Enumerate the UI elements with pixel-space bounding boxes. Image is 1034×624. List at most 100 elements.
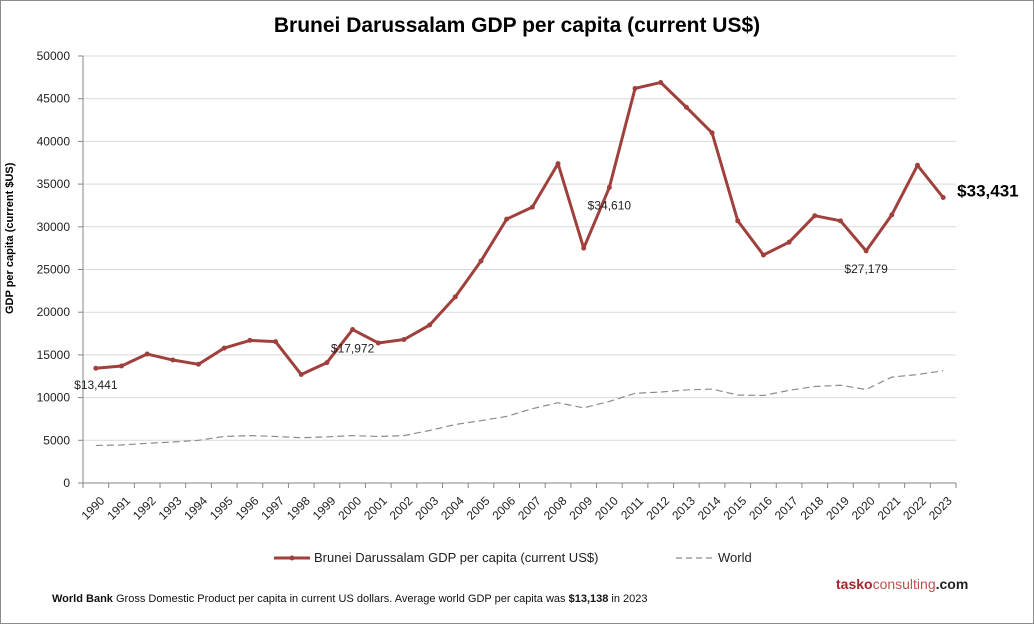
data-point-brunei	[144, 351, 150, 357]
x-tick-label: 2023	[926, 494, 955, 523]
legend-label-brunei: Brunei Darussalam GDP per capita (curren…	[314, 550, 599, 565]
x-tick-label: 2005	[464, 494, 493, 523]
data-point-brunei	[914, 162, 920, 168]
brand-watermark: taskoconsulting.com	[836, 576, 969, 592]
annotation-label-latest: $33,431	[957, 181, 1018, 200]
x-tick-label: 2019	[823, 494, 852, 523]
x-tick-label: 2008	[541, 494, 570, 523]
x-tick-label: 2017	[772, 494, 801, 523]
data-point-brunei	[247, 337, 253, 343]
x-tick-label: 1990	[79, 494, 108, 523]
data-point-brunei	[863, 248, 869, 254]
data-point-brunei	[837, 218, 843, 224]
data-point-brunei	[221, 345, 227, 351]
annotation-label: $27,179	[844, 262, 888, 276]
data-point-brunei	[196, 361, 202, 367]
footer-text: Gross Domestic Product per capita in cur…	[112, 593, 569, 605]
footer-tail: in 2023	[608, 593, 648, 605]
x-tick-label: 1993	[156, 494, 185, 523]
y-tick-label: 50000	[37, 49, 71, 63]
data-point-brunei	[119, 363, 125, 369]
x-tick-label: 2006	[489, 494, 518, 523]
data-point-brunei	[632, 85, 638, 91]
data-point-brunei	[581, 245, 587, 251]
data-point-brunei	[324, 360, 330, 366]
data-point-brunei	[170, 357, 176, 363]
data-point-brunei	[427, 322, 433, 328]
chart-title: Brunei Darussalam GDP per capita (curren…	[273, 14, 761, 37]
data-point-brunei	[452, 294, 458, 300]
y-tick-label: 30000	[37, 220, 71, 234]
y-tick-label: 40000	[37, 134, 71, 148]
x-tick-label: 1991	[104, 494, 133, 523]
data-point-brunei	[940, 194, 946, 200]
x-tick-label: 2007	[515, 494, 544, 523]
legend-swatch-brunei	[274, 555, 310, 560]
x-tick-label: 1995	[207, 494, 236, 523]
data-point-brunei	[735, 218, 741, 224]
data-point-brunei	[812, 213, 818, 219]
annotation-label: $13,441	[74, 378, 118, 392]
y-tick-label: 35000	[37, 177, 71, 191]
x-tick-label: 2022	[900, 494, 929, 523]
data-point-brunei	[350, 327, 356, 333]
legend-swatch-world	[676, 556, 714, 559]
annotation-label: $17,972	[331, 342, 375, 356]
legend-item-world[interactable]: World	[676, 550, 752, 565]
y-tick-label: 10000	[37, 391, 71, 405]
x-tick-label: 2012	[644, 494, 673, 523]
footer-source: World Bank	[52, 593, 113, 605]
data-point-brunei	[889, 212, 895, 218]
annotation-label: $34,610	[588, 198, 632, 212]
data-point-brunei	[760, 252, 766, 258]
data-point-brunei	[709, 130, 715, 136]
series-line-world	[95, 370, 944, 447]
x-tick-label: 2014	[695, 494, 724, 523]
data-point-brunei	[504, 216, 510, 222]
data-point-brunei	[273, 339, 279, 345]
x-tick-label: 2016	[746, 494, 775, 523]
x-tick-label: 2013	[669, 494, 698, 523]
x-tick-label: 2020	[849, 494, 878, 523]
x-tick-label: 1992	[130, 494, 159, 523]
x-tick-label: 2002	[387, 494, 416, 523]
x-tick-label: 2015	[721, 494, 750, 523]
legend-label-world: World	[718, 550, 752, 565]
y-tick-label: 5000	[43, 433, 70, 447]
x-tick-label: 2009	[566, 494, 595, 523]
data-point-brunei	[683, 104, 689, 110]
y-tick-label: 45000	[37, 92, 71, 106]
x-tick-label: 2004	[438, 494, 467, 523]
data-point-brunei	[375, 340, 381, 346]
x-tick-label: 1998	[284, 494, 313, 523]
y-tick-label: 20000	[37, 305, 71, 319]
y-tick-label: 25000	[37, 263, 71, 277]
x-tick-label: 2021	[875, 494, 904, 523]
x-tick-label: 1997	[258, 494, 287, 523]
x-tick-label: 1996	[233, 494, 262, 523]
x-tick-label: 1999	[310, 494, 339, 523]
legend-item-brunei[interactable]: Brunei Darussalam GDP per capita (curren…	[274, 550, 598, 565]
y-tick-label: 0	[63, 476, 70, 490]
x-tick-label: 2010	[592, 494, 621, 523]
data-point-brunei	[298, 372, 304, 378]
data-point-brunei	[555, 161, 561, 167]
x-tick-label: 1994	[181, 494, 210, 523]
data-point-brunei	[658, 79, 664, 85]
data-point-brunei	[401, 337, 407, 343]
x-tick-label: 2000	[335, 494, 364, 523]
y-tick-label: 15000	[37, 348, 71, 362]
x-tick-label: 2001	[361, 494, 390, 523]
footer-note: World Bank Gross Domestic Product per ca…	[52, 593, 648, 605]
x-tick-label: 2003	[412, 494, 441, 523]
footer-value: $13,138	[568, 593, 609, 605]
data-point-brunei	[478, 258, 484, 264]
data-point-brunei	[529, 204, 535, 210]
data-point-brunei	[606, 184, 612, 190]
x-tick-label: 2011	[618, 494, 646, 522]
data-point-brunei	[786, 239, 792, 245]
data-point-brunei	[93, 365, 99, 371]
series-line-brunei	[95, 80, 945, 377]
x-tick-label: 2018	[798, 494, 827, 523]
